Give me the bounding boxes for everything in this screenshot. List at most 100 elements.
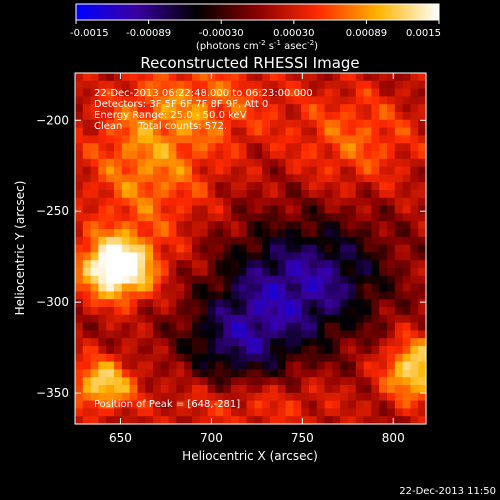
heatmap-cell: [340, 385, 349, 394]
heatmap-cell: [402, 221, 411, 230]
heatmap-cell: [348, 252, 357, 261]
heatmap-cell: [363, 190, 372, 199]
heatmap-cell: [394, 236, 404, 246]
heatmap-cell: [192, 322, 201, 331]
heatmap-cell: [316, 158, 326, 168]
heatmap-cell: [238, 96, 248, 105]
heatmap-cell: [121, 119, 131, 129]
footer-timestamp: 22-Dec-2013 11:50: [399, 486, 496, 497]
heatmap-cell: [355, 322, 365, 331]
heatmap-cell: [254, 190, 263, 199]
heatmap-cell: [402, 127, 411, 136]
heatmap-cell: [207, 96, 216, 105]
heatmap-cell: [355, 213, 365, 222]
heatmap-cell: [246, 377, 255, 386]
heatmap-cell: [348, 221, 357, 230]
heatmap-cell: [418, 361, 427, 370]
heatmap-cell: [215, 135, 224, 144]
heatmap-cell: [316, 174, 326, 183]
heatmap-cell: [340, 96, 349, 105]
heatmap-cell: [223, 392, 232, 402]
heatmap-cell: [363, 268, 372, 277]
heatmap-cell: [332, 385, 341, 394]
heatmap-cell: [145, 73, 154, 82]
heatmap-cell: [98, 205, 107, 214]
heatmap-cell: [75, 213, 84, 222]
heatmap-cell: [184, 236, 193, 246]
heatmap-cell: [231, 197, 240, 207]
heatmap-cell: [418, 260, 427, 269]
heatmap-cell: [129, 205, 138, 214]
heatmap-cell: [121, 236, 131, 246]
heatmap-cell: [324, 400, 333, 409]
heatmap-cell: [114, 400, 123, 409]
heatmap-cell: [285, 392, 294, 402]
heatmap-cell: [387, 80, 396, 90]
heatmap-cell: [363, 330, 372, 339]
heatmap-cell: [301, 221, 310, 230]
heatmap-cell: [418, 400, 427, 409]
heatmap-cell: [137, 182, 146, 191]
heatmap-cell: [316, 408, 326, 417]
heatmap-cell: [168, 197, 177, 207]
heatmap-cell: [106, 119, 115, 129]
heatmap-cell: [238, 369, 248, 378]
heatmap-cell: [316, 275, 326, 285]
heatmap-cell: [293, 330, 302, 339]
heatmap-cell: [324, 252, 333, 261]
heatmap-cell: [270, 299, 279, 308]
heatmap-cell: [75, 190, 84, 199]
heatmap-cell: [316, 338, 326, 347]
heatmap-cell: [215, 221, 224, 230]
heatmap-cell: [348, 260, 357, 269]
heatmap-cell: [199, 408, 209, 417]
heatmap-cell: [262, 244, 271, 253]
heatmap-cell: [394, 416, 404, 425]
heatmap-cell: [176, 299, 185, 308]
heatmap-cell: [246, 135, 255, 144]
heatmap-cell: [355, 104, 365, 113]
heatmap-cell: [106, 299, 115, 308]
heatmap-cell: [137, 119, 146, 129]
heatmap-cell: [129, 182, 138, 191]
heatmap-cell: [238, 416, 248, 425]
heatmap-cell: [137, 252, 146, 261]
heatmap-cell: [90, 346, 99, 355]
heatmap-cell: [340, 400, 349, 409]
heatmap-cell: [254, 252, 263, 261]
heatmap-cell: [301, 127, 310, 136]
heatmap-cell: [145, 361, 154, 370]
heatmap-cell: [153, 236, 162, 246]
heatmap-cell: [184, 73, 193, 82]
heatmap-cell: [90, 299, 99, 308]
heatmap-cell: [184, 369, 193, 378]
heatmap-cell: [348, 80, 357, 90]
heatmap-cell: [387, 190, 396, 199]
heatmap-cell: [277, 268, 287, 277]
heatmap-cell: [394, 174, 404, 183]
heatmap-cell: [106, 369, 115, 378]
heatmap-cell: [129, 174, 138, 183]
heatmap-cell: [309, 307, 318, 316]
heatmap-cell: [262, 283, 271, 292]
heatmap-cell: [98, 244, 107, 253]
heatmap-cell: [394, 205, 404, 214]
heatmap-cell: [418, 174, 427, 183]
heatmap-cell: [394, 291, 404, 300]
heatmap-cell: [199, 135, 209, 144]
heatmap-cell: [379, 275, 388, 285]
heatmap-cell: [371, 190, 380, 199]
heatmap-cell: [371, 112, 380, 121]
heatmap-cell: [363, 182, 372, 191]
heatmap-cell: [324, 268, 333, 277]
heatmap-cell: [394, 346, 404, 355]
heatmap-cell: [129, 369, 138, 378]
heatmap-cell: [254, 392, 263, 402]
heatmap-cell: [238, 338, 248, 347]
heatmap-cell: [231, 338, 240, 347]
heatmap-cell: [137, 143, 146, 152]
heatmap-cell: [231, 260, 240, 269]
heatmap-cell: [293, 353, 302, 363]
heatmap-cell: [176, 88, 185, 97]
heatmap-cell: [90, 104, 99, 113]
